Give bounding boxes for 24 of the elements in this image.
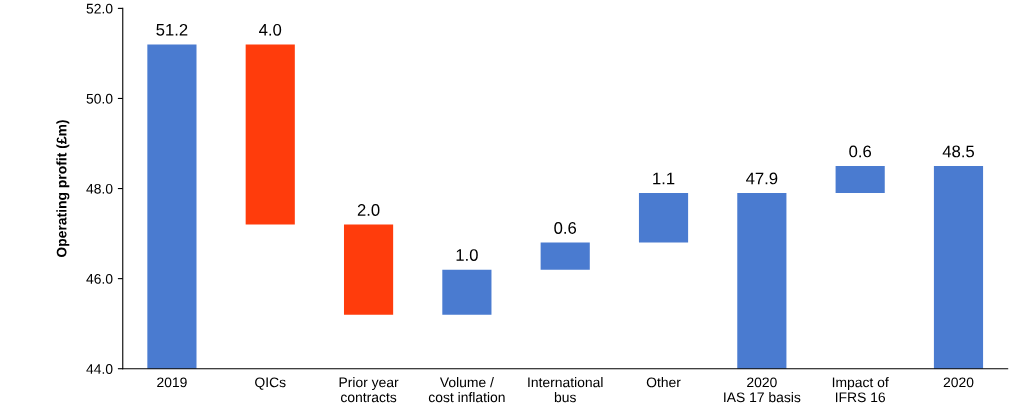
y-axis-title: Operating profit (£m) [56,120,70,258]
y-tick-label: 52.0 [86,3,113,14]
x-tick-label: Other [646,377,681,388]
x-tick-label: International bus [528,377,603,403]
data-label: 2.0 [357,204,380,216]
x-tick-label: Impact of IFRS 16 [832,377,889,403]
x-tick-label: Prior year contracts [339,377,399,403]
x-tick-label: 2019 [157,377,187,388]
data-label: 0.6 [849,145,872,158]
data-label: 0.6 [554,222,577,234]
data-label: 4.0 [259,23,282,36]
data-label: 47.9 [746,172,778,185]
data-label: 51.2 [156,23,188,36]
x-tick-label: QICs [255,377,286,390]
data-label: 48.5 [942,145,975,158]
y-tick-label: 46.0 [86,273,113,284]
data-label: 1.1 [653,172,675,185]
x-tick-label: Volume / cost inflation [428,377,505,403]
y-tick-label: 50.0 [86,93,113,104]
data-label: 1.0 [456,249,478,261]
x-tick-label: 2020 [943,377,974,388]
y-tick-label: 44.0 [86,364,113,374]
y-tick-label: 48.0 [86,183,113,194]
x-tick-label: 2020 IAS 17 basis [724,377,801,403]
